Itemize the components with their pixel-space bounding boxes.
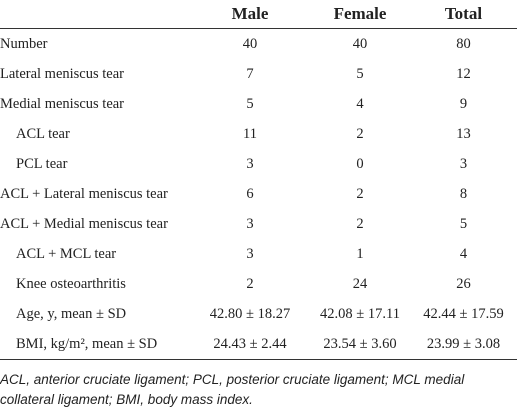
- cell: 42.44 ± 17.59: [423, 305, 504, 322]
- table-row: BMI, kg/m², mean ± SD 24.43 ± 2.44 23.54 ±…: [0, 329, 517, 360]
- row-label: PCL tear: [16, 155, 68, 172]
- table-row: Medial meniscus tear 5 4 9: [0, 89, 517, 119]
- row-label: Number: [0, 35, 48, 52]
- table-row: PCL tear 3 0 3: [0, 149, 517, 179]
- column-header: Female: [310, 0, 410, 29]
- row-label: BMI, kg/m², mean ± SD: [0, 329, 190, 360]
- column-header: Total: [410, 0, 517, 29]
- header-row: Male Female Total: [0, 0, 517, 29]
- cell: 13: [456, 125, 471, 142]
- cell: 42.08 ± 17.11: [320, 305, 400, 322]
- cell: 8: [459, 185, 468, 202]
- table-row: Lateral meniscus tear 7 5 12: [0, 59, 517, 89]
- row-label: Age, y, mean ± SD: [16, 305, 127, 322]
- table-row: ACL + MCL tear 3 1 4: [0, 239, 517, 269]
- cell: 5: [356, 65, 364, 82]
- cell: 11: [243, 125, 257, 142]
- cell: 5: [459, 215, 468, 232]
- cell: 1: [356, 245, 364, 262]
- column-header: [0, 0, 190, 29]
- cell: 23.99 ± 3.08: [410, 329, 517, 360]
- row-label: ACL + Medial meniscus tear: [0, 215, 168, 232]
- column-header: Male: [190, 0, 310, 29]
- cell: 3: [246, 245, 254, 262]
- table-row: Number 40 40 80: [0, 29, 517, 60]
- data-table: Male Female Total Number 40 40 80 Lateral meni…: [0, 0, 517, 360]
- cell: 2: [356, 185, 364, 202]
- table-row: Knee osteoarthritis 2 24 26: [0, 269, 517, 299]
- cell: 6: [246, 185, 254, 202]
- row-label: ACL + Lateral meniscus tear: [0, 185, 168, 202]
- cell: 3: [246, 215, 254, 232]
- cell: 24.43 ± 2.44: [190, 329, 310, 360]
- cell: 12: [456, 65, 471, 82]
- cell: 4: [356, 95, 364, 112]
- cell: 2: [246, 275, 254, 292]
- table-body: Number 40 40 80 Lateral meniscus tear 7 5 12 Med…: [0, 29, 517, 360]
- row-label: Medial meniscus tear: [0, 95, 125, 112]
- cell: 23.54 ± 3.60: [310, 329, 410, 360]
- cell: 40: [352, 35, 368, 52]
- cell: 42.80 ± 18.27: [209, 305, 291, 322]
- row-label: Knee osteoarthritis: [16, 275, 126, 292]
- cell: 0: [356, 155, 364, 172]
- cell: 2: [356, 215, 364, 232]
- cell: 2: [356, 125, 364, 142]
- row-label: Lateral meniscus tear: [0, 65, 124, 82]
- cell: 3: [459, 155, 468, 172]
- row-label: ACL + MCL tear: [16, 245, 117, 262]
- table-row: ACL tear 11 2 13: [0, 119, 517, 149]
- cell: 5: [246, 95, 254, 112]
- cell: 40: [242, 35, 258, 52]
- cell: 3: [246, 155, 254, 172]
- cell: 26: [456, 275, 471, 292]
- row-label: ACL tear: [16, 125, 70, 142]
- cell: 80: [456, 35, 471, 52]
- table-row: ACL + Medial meniscus tear 3 2 5: [0, 209, 517, 239]
- cell: 7: [246, 65, 254, 82]
- cell: 24: [352, 275, 368, 292]
- cell: 9: [459, 95, 468, 112]
- table-row: Age, y, mean ± SD 42.80 ± 18.27 42.08 ± 17…: [0, 299, 517, 329]
- footnote: ACL, anterior cruciate ligament; PCL, po…: [0, 372, 465, 407]
- cell: 4: [459, 245, 468, 262]
- table-row: ACL + Lateral meniscus tear 6 2 8: [0, 179, 517, 209]
- table-header: Male Female Total: [0, 0, 517, 29]
